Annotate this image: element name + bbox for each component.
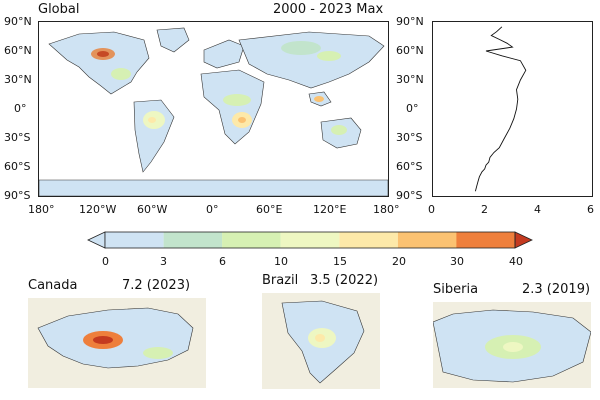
colorbar-extend-max [514, 231, 533, 249]
lon-tick: 120°E [313, 203, 347, 216]
colorbar-tick: 20 [392, 255, 406, 268]
colorbar-segment [222, 232, 281, 248]
region-brazil-label: Brazil [262, 273, 299, 288]
region-siberia-value: 2.3 (2019) [522, 282, 591, 297]
lon-tick: 180° [373, 203, 400, 216]
colorbar-tick: 30 [450, 255, 464, 268]
region-canada-label: Canada [28, 278, 78, 293]
colorbar-tick: 6 [219, 255, 226, 268]
profile-lat-tick: 30°N [396, 73, 424, 86]
lon-tick: 0° [206, 203, 219, 216]
colorbar-tick: 15 [333, 255, 347, 268]
profile-line [474, 26, 527, 192]
lon-tick: 120°W [79, 203, 117, 216]
lon-tick: 60°E [256, 203, 283, 216]
colorbar-tick: 10 [274, 255, 288, 268]
lat-tick: 90°N [4, 15, 32, 28]
profile-x-tick: 6 [587, 203, 594, 216]
colorbar-tick: 40 [509, 255, 523, 268]
profile-lat-tick: 60°S [396, 160, 423, 173]
colorbar-segment [339, 232, 398, 248]
profile-lat-tick: 90°N [396, 15, 424, 28]
colorbar-tick: 0 [102, 255, 109, 268]
profile-plot [474, 26, 527, 192]
profile-panel [432, 21, 593, 197]
lat-tick: 0° [14, 102, 27, 115]
colorbar-segment [456, 232, 515, 248]
profile-lat-tick: 0° [406, 102, 419, 115]
global-title: Global [38, 2, 80, 17]
colorbar-segment [105, 232, 164, 248]
region-siberia-label: Siberia [433, 282, 479, 297]
profile-x-tick: 0 [428, 203, 435, 216]
profile-x-tick: 4 [534, 203, 541, 216]
profile-lat-tick: 90°S [396, 189, 423, 202]
colorbar-segment [163, 232, 223, 248]
lat-tick: 60°S [4, 160, 31, 173]
region-brazil-value: 3.5 (2022) [310, 273, 379, 288]
period-title: 2000 - 2023 Max [273, 2, 384, 17]
region-canada-value: 7.2 (2023) [122, 278, 191, 293]
colorbar [87, 231, 533, 249]
colorbar-segment [397, 232, 457, 248]
global-map [38, 21, 389, 197]
colorbar-tick: 3 [160, 255, 167, 268]
global-map-land [39, 27, 388, 196]
lat-tick: 60°N [4, 44, 32, 57]
brazil-map [262, 293, 380, 389]
lat-tick: 30°S [4, 131, 31, 144]
profile-lat-tick: 30°S [396, 131, 423, 144]
lon-tick: 60°W [137, 203, 168, 216]
siberia-map [433, 302, 591, 388]
profile-lat-tick: 60°N [396, 44, 424, 57]
colorbar-extend-min [87, 231, 106, 249]
colorbar-segment [280, 232, 340, 248]
canada-map [28, 298, 206, 388]
lon-tick: 180° [28, 203, 55, 216]
lat-tick: 30°N [4, 73, 32, 86]
profile-x-tick: 2 [481, 203, 488, 216]
lat-tick: 90°S [4, 189, 31, 202]
